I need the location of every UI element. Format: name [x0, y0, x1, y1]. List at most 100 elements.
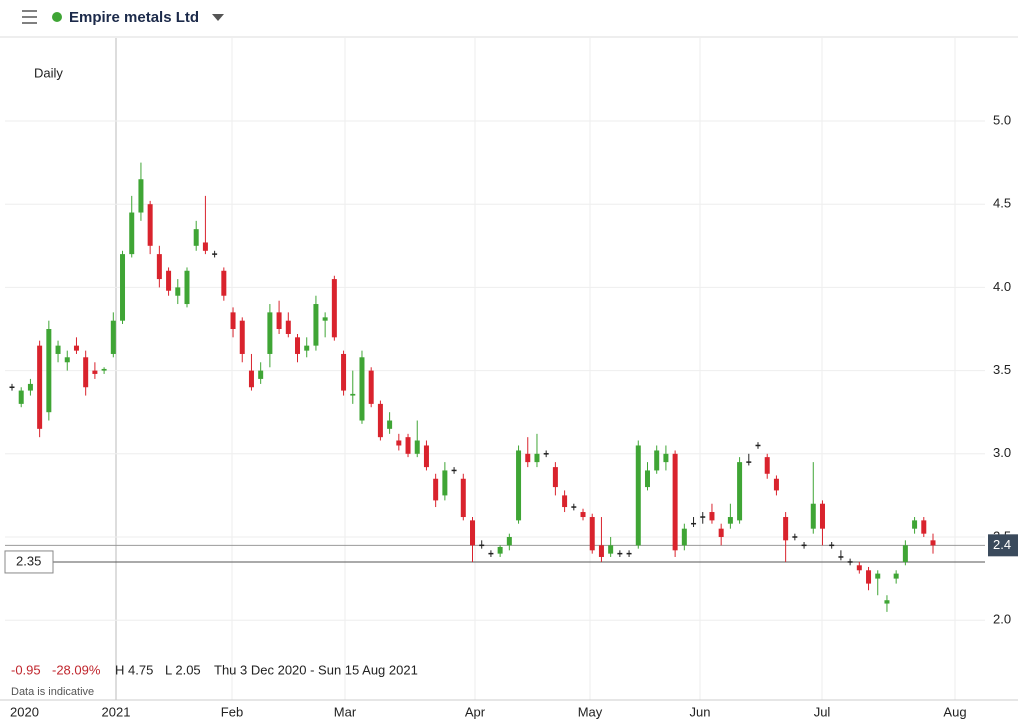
candle-body — [295, 337, 301, 354]
dropdown-arrow[interactable] — [212, 14, 224, 21]
candle-body — [866, 570, 872, 584]
candle-body — [129, 212, 135, 255]
candle-body — [27, 383, 33, 391]
candle-body — [138, 179, 144, 213]
candle-body — [193, 229, 199, 246]
candle-body — [580, 512, 586, 518]
candle-body — [893, 573, 899, 579]
candle-body — [46, 329, 52, 413]
y-tick-label: 4.0 — [993, 279, 1011, 294]
candle-body — [368, 370, 374, 404]
candle-body — [423, 445, 429, 468]
candle-body — [341, 353, 347, 391]
candle-body — [534, 453, 540, 463]
candle-body — [359, 357, 365, 421]
last-price-box — [988, 534, 1018, 557]
x-tick-label: Aug — [943, 704, 966, 719]
x-tick-label: Mar — [334, 704, 357, 719]
y-tick-label: 3.5 — [993, 362, 1011, 377]
candle-body — [285, 320, 291, 334]
interval-label: Daily — [34, 65, 63, 80]
candle-body — [819, 503, 825, 529]
candle-body — [73, 345, 79, 351]
candle-body — [258, 370, 264, 379]
y-tick-label: 2.0 — [993, 612, 1011, 627]
candle-body — [55, 345, 61, 354]
candle-body — [64, 357, 70, 363]
candle-body — [562, 495, 568, 508]
candle-body — [331, 279, 337, 338]
candle-body — [773, 478, 779, 491]
candle-body — [166, 270, 172, 291]
candle-body — [525, 453, 531, 463]
candle-body — [921, 520, 927, 534]
candle-body — [654, 450, 660, 471]
candle-body — [156, 254, 162, 280]
candle-body — [737, 462, 743, 521]
candle-body — [875, 573, 881, 579]
candle-body — [313, 304, 319, 346]
candle-body — [902, 545, 908, 562]
candle-body — [221, 270, 227, 296]
candle-body — [396, 440, 402, 446]
candle-body — [460, 478, 466, 518]
candle-body — [709, 512, 715, 521]
candle-body — [884, 600, 890, 604]
stat-change: -0.95 — [11, 662, 41, 677]
candle-body — [552, 467, 558, 488]
candle-body — [37, 345, 43, 429]
menu-icon[interactable] — [22, 10, 37, 24]
stat-low-label: L 2.05 — [165, 662, 201, 677]
x-tick-label: 2020 — [10, 704, 39, 719]
instrument-name[interactable]: Empire metals Ltd — [69, 9, 199, 26]
x-tick-label: Jul — [814, 704, 831, 719]
candle-body — [350, 393, 356, 396]
x-tick-label: Jun — [690, 704, 711, 719]
candle-body — [497, 546, 503, 554]
y-tick-label: 3.0 — [993, 445, 1011, 460]
candle-body — [433, 478, 439, 501]
candle-body — [387, 420, 393, 429]
last-price-label: 2.4 — [993, 537, 1011, 552]
candle-body — [83, 357, 89, 388]
candle-body — [589, 517, 595, 551]
candle-body — [248, 370, 254, 388]
stat-range: Thu 3 Dec 2020 - Sun 15 Aug 2021 — [214, 662, 418, 677]
candle-body — [322, 317, 328, 321]
ref-label: 2.35 — [16, 553, 41, 568]
candle-body — [764, 457, 770, 474]
candle-body — [727, 517, 733, 524]
candle-body — [414, 440, 420, 454]
candle-body — [644, 470, 650, 488]
candle-body — [101, 368, 107, 371]
candle-body — [239, 320, 245, 354]
candle-body — [120, 254, 126, 321]
candle-body — [175, 287, 181, 296]
candle-body — [18, 390, 24, 404]
candle-body — [783, 517, 789, 541]
candle-body — [672, 453, 678, 551]
stat-change-pct: -28.09% — [52, 662, 101, 677]
y-tick-label: 5.0 — [993, 112, 1011, 127]
candle-body — [267, 312, 273, 354]
candle-body — [598, 545, 604, 557]
candle-body — [442, 470, 448, 496]
x-tick-label: Feb — [221, 704, 243, 719]
y-tick-label: 4.5 — [993, 196, 1011, 211]
x-tick-label: Apr — [465, 704, 486, 719]
candle-body — [856, 565, 862, 571]
candle-body — [506, 537, 512, 546]
candle-body — [202, 242, 208, 251]
candle-body — [230, 312, 236, 329]
candle-body — [147, 204, 153, 246]
candle-body — [608, 545, 614, 554]
candle-body — [810, 503, 816, 529]
candle-body — [304, 345, 310, 351]
candle-body — [377, 403, 383, 438]
data-note: Data is indicative — [11, 686, 94, 698]
candle-body — [276, 312, 282, 329]
candle-body — [663, 453, 669, 463]
candle-body — [405, 437, 411, 454]
candle-body — [470, 520, 475, 546]
